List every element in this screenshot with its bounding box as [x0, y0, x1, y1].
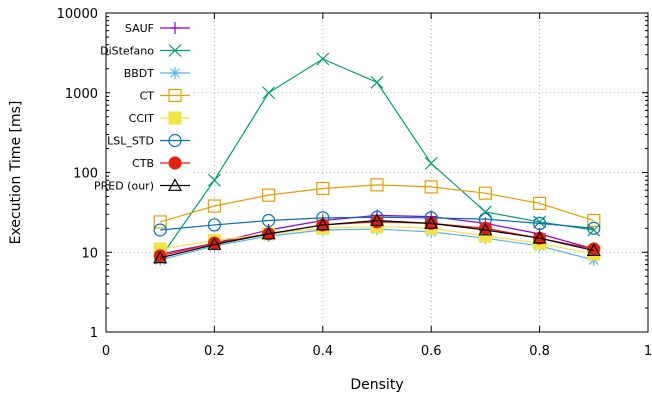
- x-tick-label: 0.6: [421, 344, 442, 359]
- legend-marker-ccit: [168, 111, 182, 125]
- legend-label-ctb: CTB: [132, 157, 154, 170]
- data-point-lsl-std: [153, 223, 167, 237]
- y-tick-label: 100: [73, 167, 98, 182]
- data-point-ct: [370, 178, 384, 192]
- y-tick-label: 1: [90, 326, 98, 341]
- legend-label-lsl-std: LSL_STD: [107, 135, 154, 148]
- series-pred-our: [153, 213, 601, 264]
- data-point-ct: [587, 213, 601, 228]
- data-point-ct: [153, 215, 167, 229]
- tick-labels: 0 0.2 0.4 0.6 0.8 1 1 10 100 1000 10000: [57, 7, 652, 359]
- legend-marker-ctb: [168, 156, 182, 170]
- data-point-distefano: [370, 75, 384, 89]
- data-point-distefano: [316, 52, 330, 66]
- data-point-ct: [532, 196, 547, 210]
- legend-label-ccit: CCIT: [129, 112, 155, 125]
- x-tick-label: 0: [102, 344, 110, 359]
- data-point-distefano: [478, 205, 492, 219]
- data-point-ct: [478, 186, 492, 200]
- y-tick-label: 10: [81, 246, 98, 261]
- y-axis-label: Execution Time [ms]: [8, 101, 24, 245]
- y-tick-label: 1000: [65, 87, 98, 102]
- legend-label-bbdt: BBDT: [124, 67, 155, 80]
- data-point-ct: [424, 180, 438, 194]
- legend-label-sauf: SAUF: [125, 22, 154, 35]
- legend-label-ct: CT: [140, 90, 155, 103]
- data-point-ct: [207, 199, 221, 213]
- data-point-lsl-std: [587, 221, 601, 235]
- data-point-lsl-std: [532, 216, 547, 231]
- data-point-pred-our: [369, 213, 385, 226]
- legend-marker-pred-our: [167, 178, 183, 191]
- data-point-lsl-std: [207, 218, 221, 232]
- x-tick-label: 0.4: [312, 344, 333, 359]
- data-point-pred-our: [207, 237, 222, 250]
- data-point-distefano: [533, 215, 547, 229]
- legend-label-pred-our: PRED (our): [94, 180, 154, 193]
- data-point-pred-our: [315, 217, 330, 231]
- series-line-pred-our: [160, 219, 594, 259]
- legend: SAUF DiStefano BBDT CT CCIT LSL_STD CTB PRED (o…: [94, 16, 192, 193]
- data-point-pred-our: [153, 250, 168, 264]
- x-axis-label: Density: [350, 377, 403, 393]
- series-layer: [153, 52, 601, 266]
- data-point-pred-our: [261, 226, 276, 240]
- data-point-ct: [316, 181, 330, 196]
- legend-marker-sauf: [169, 22, 181, 34]
- data-point-pred-our: [532, 230, 547, 244]
- legend-marker-distefano: [168, 44, 182, 57]
- data-point-pred-our: [424, 216, 439, 229]
- data-point-pred-our: [586, 243, 601, 256]
- legend-marker-bbdt: [169, 67, 181, 79]
- x-tick-label: 0.8: [529, 344, 550, 359]
- legend-label-distefano: DiStefano: [100, 45, 154, 58]
- data-point-distefano: [262, 86, 276, 100]
- x-tick-label: 1: [644, 344, 652, 359]
- axes: [105, 12, 649, 333]
- data-point-distefano: [424, 156, 438, 170]
- series-line-ct: [160, 184, 594, 223]
- data-point-lsl-std: [262, 213, 276, 228]
- data-point-ct: [262, 188, 276, 202]
- series-ct: [153, 178, 601, 229]
- data-point-pred-our: [478, 222, 493, 236]
- x-tick-label: 0.2: [204, 344, 225, 359]
- y-tick-label: 10000: [57, 7, 98, 22]
- data-point-distefano: [207, 173, 221, 187]
- legend-marker-lsl-std: [168, 133, 182, 148]
- legend-marker-ct: [168, 88, 182, 103]
